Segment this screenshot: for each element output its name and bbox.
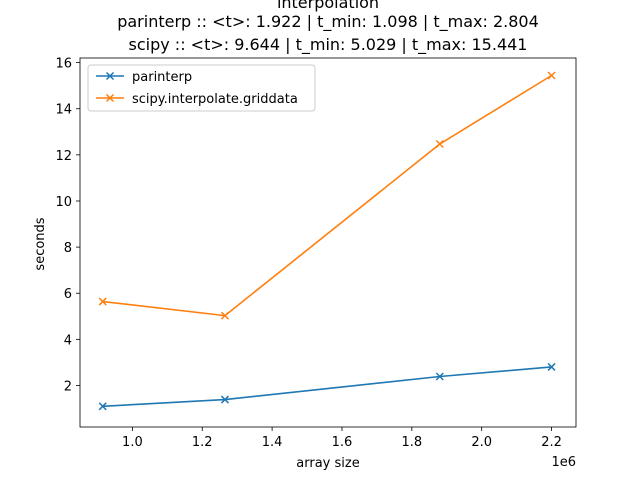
y-tick-label: 16 — [55, 57, 72, 72]
plot-frame — [79, 57, 577, 428]
x-tick-label: 1.6 — [332, 435, 353, 450]
data-point-parinterp — [435, 372, 444, 381]
series-line-parinterp — [102, 366, 552, 408]
chart-subtitle-scipy: scipy :: <t>: 9.644 | t_min: 5.029 | t_m… — [129, 35, 528, 55]
x-axis-label: array size — [296, 456, 359, 471]
series-line-scipy-interpolate-griddata — [102, 74, 552, 317]
legend-marker-parinterp — [105, 71, 115, 81]
chart-title: interpolation — [277, 0, 379, 12]
y-axis-label: seconds — [33, 217, 48, 270]
data-point-scipy-interpolate-griddata — [547, 71, 556, 80]
data-point-parinterp — [547, 362, 556, 371]
chart-subtitle-parinterp: parinterp :: <t>: 1.922 | t_min: 1.098 |… — [117, 12, 539, 32]
y-tick-label: 10 — [55, 195, 72, 210]
y-tick-label: 4 — [64, 333, 72, 348]
legend-label-parinterp: parinterp — [132, 70, 192, 85]
y-tick-label: 12 — [55, 149, 72, 164]
data-point-parinterp — [98, 402, 107, 411]
data-point-parinterp — [220, 395, 229, 404]
legend-box — [87, 64, 316, 112]
data-point-scipy-interpolate-griddata — [98, 297, 107, 306]
x-tick-label: 1.0 — [122, 435, 143, 450]
x-axis-offset-label: 1e6 — [551, 455, 576, 470]
x-tick-label: 1.8 — [401, 435, 422, 450]
y-tick-label: 2 — [64, 379, 72, 394]
y-tick-label: 14 — [55, 103, 72, 118]
x-tick-label: 1.2 — [192, 435, 213, 450]
data-point-scipy-interpolate-griddata — [220, 311, 229, 320]
data-point-scipy-interpolate-griddata — [435, 139, 444, 149]
legend-marker-scipy-interpolate-griddata — [105, 93, 115, 103]
y-tick-label: 6 — [64, 287, 72, 302]
x-tick-label: 2.0 — [471, 435, 492, 450]
legend-label-scipy-interpolate-griddata: scipy.interpolate.griddata — [132, 92, 298, 107]
x-tick-label: 1.4 — [262, 435, 283, 450]
x-tick-label: 2.2 — [541, 435, 562, 450]
y-tick-label: 8 — [64, 241, 72, 256]
plot-area: 1.0 1.2 1.4 1.6 1.8 2.0 2.2 2 4 6 8 10 12 14 16 parinte… — [55, 57, 577, 450]
